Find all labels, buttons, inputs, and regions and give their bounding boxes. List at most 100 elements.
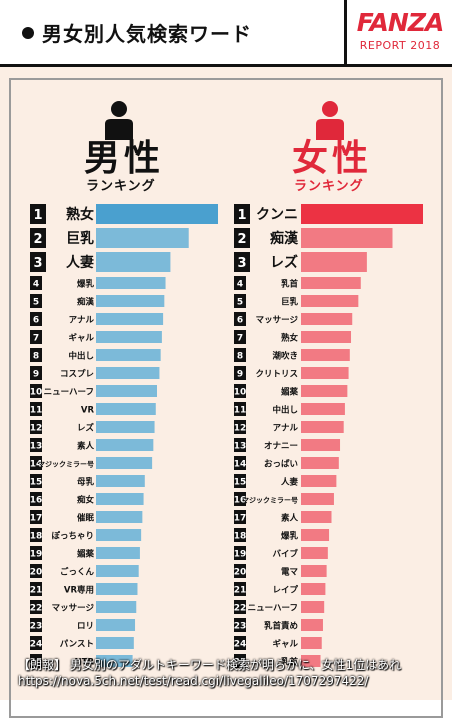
female-category-label: バイブ (272, 549, 298, 560)
female-rank-number: 12 (234, 424, 247, 434)
female-category-label: 巨乳 (281, 297, 299, 308)
bullet-dot-icon (22, 27, 34, 39)
female-bar (301, 349, 350, 361)
female-rank-box (234, 456, 246, 470)
female-rank-number: 2 (237, 232, 246, 247)
male-category-label: VR専用 (64, 585, 94, 596)
female-category-label: マジックミラー号 (242, 496, 298, 505)
male-bar (96, 511, 143, 523)
male-category-label: 素人 (77, 441, 95, 452)
female-rank-number: 14 (234, 460, 247, 470)
male-bar (96, 313, 164, 325)
male-rank-box (30, 510, 42, 524)
female-bar (301, 475, 337, 487)
female-rank-box (234, 528, 246, 542)
female-rank-box (234, 492, 246, 506)
male-category-label: ごっくん (60, 567, 95, 578)
male-category-label: コスプレ (60, 369, 94, 380)
female-bar (301, 385, 348, 397)
female-rank-number: 21 (234, 586, 247, 596)
female-bar (301, 228, 393, 248)
male-rank-number: 20 (30, 568, 43, 578)
female-rank-number: 22 (234, 604, 247, 614)
male-bar (96, 529, 142, 541)
female-title: 女性 (292, 138, 373, 179)
female-bar (301, 601, 325, 613)
female-bar (301, 439, 341, 451)
female-category-label: 爆乳 (281, 531, 299, 542)
male-category-label: 催眠 (77, 513, 95, 524)
female-rank-box (234, 474, 246, 488)
female-rank-number: 20 (234, 568, 247, 578)
female-rank-box (234, 420, 246, 434)
male-rank-number: 10 (30, 388, 43, 398)
male-bar (96, 349, 161, 361)
male-rank-number: 4 (33, 280, 39, 290)
male-bar (96, 295, 165, 307)
male-bar (96, 547, 140, 559)
male-rank-number: 11 (30, 406, 43, 416)
female-category-label: 乳首 (281, 657, 299, 668)
male-bar (96, 331, 162, 343)
female-bar (301, 421, 344, 433)
female-category-label: ニューハーフ (248, 604, 298, 614)
male-rank-number: 13 (30, 442, 43, 452)
female-subtitle: ランキング (294, 179, 364, 194)
page-title: 男女別人気検索ワード (42, 22, 252, 46)
female-bar (301, 493, 334, 505)
female-rank-box (234, 348, 246, 362)
male-category-label: マジックミラー号 (38, 460, 94, 469)
female-rank-box (234, 564, 246, 578)
female-rank-box (234, 654, 246, 668)
male-bar (96, 475, 145, 487)
male-rank-number: 6 (33, 316, 39, 326)
female-category-label: ギャル (272, 639, 298, 650)
caption-overlay: 【朗報】 男女別のアダルトキーワード検索が明らかに、女性1位はあれ https:… (0, 652, 452, 700)
female-rank-number: 1 (237, 208, 246, 223)
female-rank-number: 19 (234, 550, 247, 560)
female-category-label: 乳首責め (264, 621, 298, 632)
female-bar (301, 619, 323, 631)
male-rank-box (30, 528, 42, 542)
male-rank-box (30, 474, 42, 488)
female-rank-number: 16 (234, 496, 247, 506)
male-bar (96, 403, 156, 415)
male-rank-number: 2 (33, 232, 42, 247)
male-bar (96, 252, 171, 272)
male-category-label: VR (81, 406, 95, 416)
female-rank-box (234, 330, 246, 344)
female-rank-box (234, 582, 246, 596)
male-rank-box (30, 204, 46, 224)
male-category-label: NTR (75, 658, 95, 668)
female-category-label: 熟女 (281, 333, 299, 344)
male-rank-box (30, 276, 42, 290)
female-rank-number: 3 (237, 256, 246, 271)
female-rank-box (234, 636, 246, 650)
female-category-label: 中出し (272, 405, 298, 416)
male-rank-number: 1 (33, 208, 42, 223)
female-rank-number: 8 (237, 352, 243, 362)
male-subtitle: ランキング (86, 179, 156, 194)
male-bar (96, 655, 133, 667)
female-rank-box (234, 252, 250, 272)
female-bar (301, 313, 353, 325)
caption-line-2: https://nova.5ch.net/test/read.cgi/liveg… (18, 674, 369, 688)
female-category-label: おっぱい (264, 459, 298, 470)
male-category-label: 痴漢 (77, 297, 95, 308)
male-rank-box (30, 384, 42, 398)
male-rank-box (30, 636, 42, 650)
male-rank-box (30, 294, 42, 308)
male-rank-box (30, 654, 42, 668)
male-bar (96, 421, 155, 433)
female-bar (301, 403, 345, 415)
male-rank-box (30, 546, 42, 560)
female-bar (301, 457, 339, 469)
female-bar (301, 637, 322, 649)
female-rank-number: 4 (237, 280, 243, 290)
male-bar (96, 493, 144, 505)
male-category-label: パンスト (60, 639, 94, 650)
female-bar (301, 367, 349, 379)
male-category-label: ギャル (68, 333, 94, 344)
male-rank-number: 24 (30, 640, 43, 650)
